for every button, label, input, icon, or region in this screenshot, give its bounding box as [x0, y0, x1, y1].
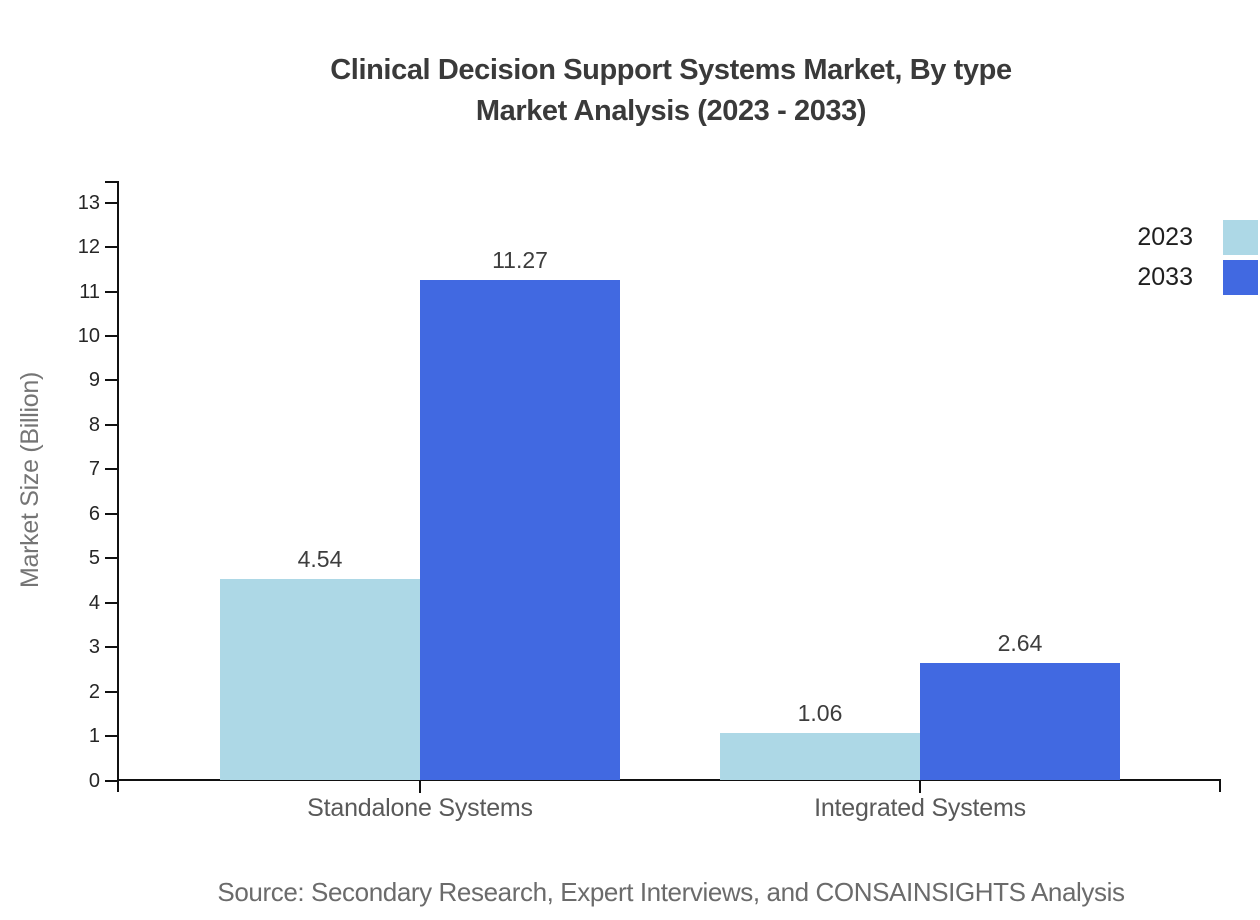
legend-swatch-2033: [1223, 260, 1258, 295]
y-tick-label-2: 2: [88, 680, 100, 703]
y-tick-label-5: 5: [88, 547, 100, 570]
category-label-integrated-systems: Integrated Systems: [814, 794, 1026, 822]
value-label-2033-integrated-systems: 2.64: [997, 630, 1043, 657]
y-tick-label-4: 4: [88, 591, 100, 614]
y-tick-mark-2: [105, 690, 117, 693]
chart-title: Clinical Decision Support Systems Market…: [82, 50, 1260, 132]
y-tick-label-13: 13: [77, 191, 100, 214]
y-tick-mark-9: [105, 379, 117, 382]
y-tick-mark-13: [105, 201, 117, 204]
legend: 2023 2033: [1137, 220, 1258, 300]
y-tick-label-10: 10: [77, 325, 100, 347]
legend-label-2023: 2023: [1137, 223, 1193, 251]
y-tick-mark-3: [105, 646, 117, 649]
source-note: Source: Secondary Research, Expert Inter…: [217, 877, 1125, 907]
y-tick-mark-6: [105, 512, 117, 515]
y-tick-label-11: 11: [79, 280, 100, 303]
y-axis-top-cap: [105, 181, 118, 183]
x-axis-line: [117, 779, 1221, 781]
category-label-standalone-systems: Standalone Systems: [307, 794, 533, 822]
chart-title-line-1: Clinical Decision Support Systems Market…: [330, 54, 1012, 86]
legend-swatch-2023: [1223, 220, 1258, 255]
value-label-2023-integrated-systems: 1.06: [797, 700, 843, 727]
x-tick-mark-integrated-systems: [919, 781, 921, 793]
bar-2023-standalone-systems: [220, 578, 420, 781]
y-tick-label-12: 12: [77, 236, 100, 259]
y-tick-label-6: 6: [88, 502, 100, 525]
value-label-2033-standalone-systems: 11.27: [492, 246, 548, 273]
y-tick-label-8: 8: [88, 413, 100, 436]
y-tick-label-7: 7: [88, 458, 100, 481]
bar-2023-integrated-systems: [720, 733, 920, 781]
value-label-2023-standalone-systems: 4.54: [297, 545, 343, 572]
y-tick-mark-5: [105, 557, 117, 560]
x-tick-mark-standalone-systems: [419, 781, 421, 793]
y-tick-mark-0: [105, 779, 117, 782]
y-tick-mark-11: [105, 290, 117, 293]
y-tick-label-9: 9: [88, 369, 100, 392]
y-tick-mark-8: [105, 423, 117, 426]
y-tick-mark-4: [105, 601, 117, 604]
chart-title-line-2: Market Analysis (2023 - 2033): [475, 95, 867, 127]
x-axis-right-cap: [1219, 779, 1221, 792]
y-tick-mark-12: [105, 246, 117, 249]
bar-2033-standalone-systems: [420, 279, 620, 781]
y-tick-label-3: 3: [88, 636, 100, 659]
legend-item-2033: 2033: [1137, 260, 1258, 295]
y-tick-label-1: 1: [88, 725, 100, 748]
y-tick-mark-1: [105, 735, 117, 738]
bar-2033-integrated-systems: [920, 663, 1120, 781]
y-axis-line: [117, 181, 119, 792]
y-tick-mark-10: [105, 335, 117, 337]
legend-item-2023: 2023: [1137, 220, 1258, 255]
y-tick-label-0: 0: [88, 769, 100, 792]
legend-label-2033: 2033: [1137, 263, 1193, 291]
y-tick-mark-7: [105, 468, 117, 471]
